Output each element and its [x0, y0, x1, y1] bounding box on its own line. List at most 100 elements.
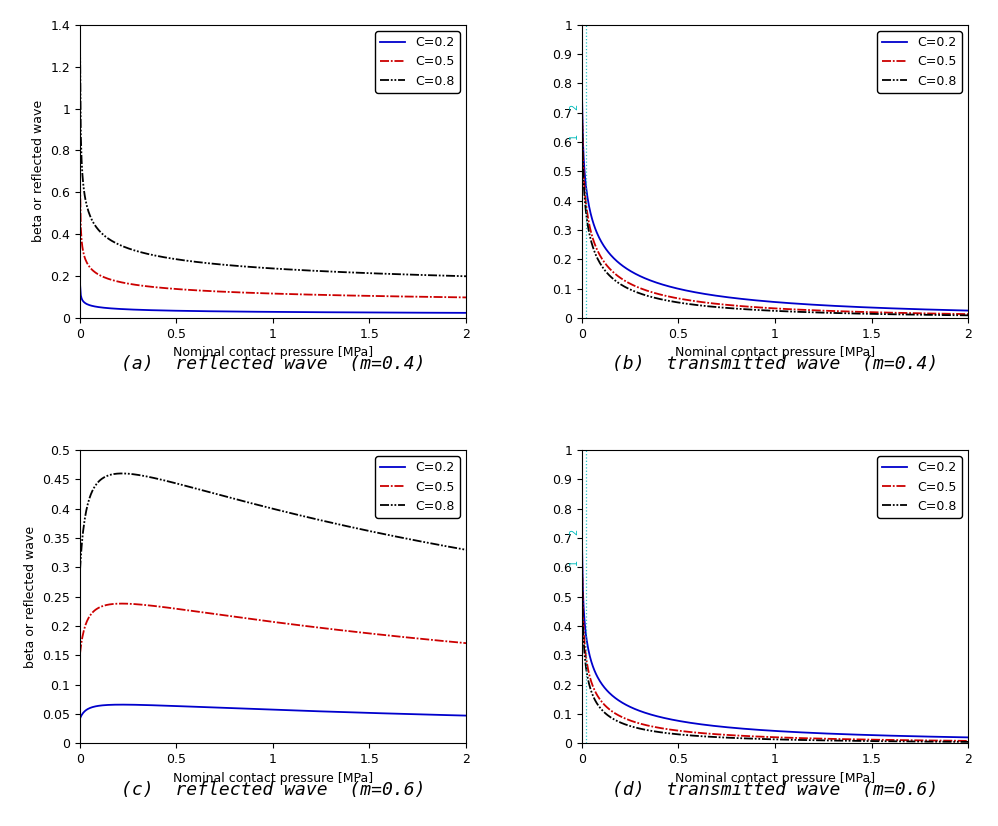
C=0.5	[460, 638, 472, 648]
Text: (c)  reflected wave  (m=0.6): (c) reflected wave (m=0.6)	[121, 781, 425, 799]
C=0.8	[391, 532, 403, 542]
C=0.8	[451, 544, 463, 553]
Line: C=0.2: C=0.2	[582, 98, 968, 311]
C=0.2	[283, 705, 295, 715]
C=0.2	[451, 710, 463, 720]
C=0.8	[259, 263, 271, 273]
C=0.8	[74, 41, 86, 51]
Text: (d)  transmitted wave  (m=0.6): (d) transmitted wave (m=0.6)	[612, 781, 938, 799]
C=0.2	[282, 307, 294, 317]
C=0.5	[759, 303, 771, 313]
Line: C=0.8: C=0.8	[582, 115, 968, 316]
C=0.5	[283, 619, 295, 629]
Line: C=0.2: C=0.2	[582, 546, 968, 738]
Text: 2: 2	[569, 104, 579, 110]
Line: C=0.5: C=0.5	[80, 604, 466, 653]
C=0.8	[785, 735, 797, 745]
C=0.5	[761, 303, 773, 313]
C=0.2	[391, 709, 403, 719]
C=0.5	[460, 292, 472, 302]
C=0.5	[282, 289, 294, 299]
C=0.5	[962, 309, 974, 319]
Text: 1: 1	[569, 133, 579, 140]
Line: C=0.8: C=0.8	[582, 572, 968, 742]
C=0.5	[257, 288, 269, 298]
C=0.5	[303, 290, 315, 300]
C=0.5	[953, 736, 965, 746]
C=0.2	[390, 307, 402, 317]
Line: C=0.5: C=0.5	[582, 109, 968, 314]
C=0.5	[576, 558, 588, 568]
C=0.8	[759, 734, 771, 744]
C=0.5	[258, 615, 270, 625]
Line: C=0.2: C=0.2	[80, 284, 466, 313]
C=0.5	[759, 732, 771, 742]
Line: C=0.5: C=0.5	[80, 184, 466, 297]
C=0.5	[451, 292, 463, 302]
C=0.5	[260, 616, 272, 626]
X-axis label: Nominal contact pressure [MPa]: Nominal contact pressure [MPa]	[173, 771, 373, 785]
Line: C=0.2: C=0.2	[80, 705, 466, 719]
C=0.5	[805, 733, 817, 743]
C=0.2	[892, 304, 904, 314]
Text: 2: 2	[569, 529, 579, 535]
Text: (b)  transmitted wave  (m=0.4): (b) transmitted wave (m=0.4)	[612, 355, 938, 373]
Y-axis label: beta or reflected wave: beta or reflected wave	[32, 101, 45, 243]
C=0.8	[451, 271, 463, 281]
C=0.2	[962, 306, 974, 316]
C=0.2	[451, 308, 463, 318]
C=0.8	[805, 307, 817, 317]
C=0.5	[74, 648, 86, 658]
C=0.5	[785, 733, 797, 743]
C=0.8	[953, 737, 965, 747]
C=0.2	[785, 727, 797, 737]
C=0.2	[116, 700, 128, 710]
C=0.2	[805, 300, 817, 310]
C=0.8	[761, 734, 773, 744]
C=0.8	[892, 737, 904, 747]
Y-axis label: beta or reflected wave: beta or reflected wave	[24, 525, 37, 667]
C=0.5	[805, 306, 817, 316]
C=0.8	[892, 310, 904, 320]
C=0.2	[761, 297, 773, 306]
C=0.8	[962, 737, 974, 747]
C=0.2	[759, 297, 771, 306]
C=0.2	[805, 728, 817, 738]
C=0.8	[116, 468, 128, 478]
C=0.2	[962, 733, 974, 743]
Line: C=0.8: C=0.8	[80, 46, 466, 276]
C=0.2	[259, 307, 271, 317]
Legend: C=0.2, C=0.5, C=0.8: C=0.2, C=0.5, C=0.8	[877, 456, 962, 518]
C=0.2	[761, 725, 773, 735]
C=0.2	[953, 733, 965, 743]
C=0.5	[391, 631, 403, 641]
C=0.5	[451, 638, 463, 648]
Text: 1: 1	[569, 558, 579, 565]
C=0.5	[576, 104, 588, 114]
C=0.8	[258, 501, 270, 511]
C=0.2	[460, 710, 472, 720]
C=0.8	[460, 271, 472, 281]
C=0.8	[962, 311, 974, 320]
Line: C=0.8: C=0.8	[80, 473, 466, 570]
C=0.5	[785, 304, 797, 314]
C=0.2	[260, 705, 272, 714]
C=0.2	[576, 541, 588, 551]
C=0.2	[576, 93, 588, 103]
C=0.2	[74, 714, 86, 724]
Text: (a)  reflected wave  (m=0.4): (a) reflected wave (m=0.4)	[121, 355, 425, 373]
C=0.8	[260, 502, 272, 512]
C=0.8	[303, 266, 315, 276]
C=0.8	[785, 306, 797, 316]
C=0.2	[74, 279, 86, 289]
C=0.2	[892, 731, 904, 741]
C=0.2	[258, 705, 270, 714]
C=0.8	[576, 567, 588, 577]
C=0.5	[892, 308, 904, 318]
C=0.5	[74, 179, 86, 189]
C=0.8	[390, 269, 402, 279]
Legend: C=0.2, C=0.5, C=0.8: C=0.2, C=0.5, C=0.8	[375, 456, 460, 518]
X-axis label: Nominal contact pressure [MPa]: Nominal contact pressure [MPa]	[675, 346, 875, 359]
C=0.8	[460, 545, 472, 555]
C=0.8	[759, 306, 771, 316]
